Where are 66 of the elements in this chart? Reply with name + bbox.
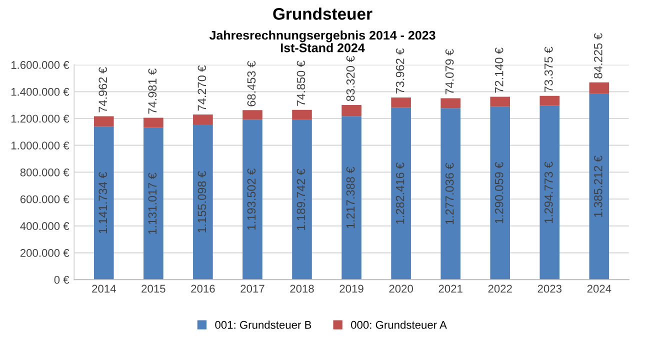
bar xyxy=(589,82,610,94)
data-label: 74.850 € xyxy=(296,60,306,106)
bar xyxy=(342,104,362,116)
bar xyxy=(589,94,610,280)
y-tick-label: 800.000 € xyxy=(20,168,70,176)
data-label: 74.079 € xyxy=(445,49,454,94)
x-tick-label: 2021 xyxy=(438,284,462,293)
y-tick-label: 0 € xyxy=(54,276,70,284)
x-tick-label: 2022 xyxy=(488,284,512,293)
data-label: 83.320 € xyxy=(346,56,355,102)
data-label: 84.225 € xyxy=(594,33,602,78)
y-tick-label: 1.400.000 € xyxy=(11,88,70,96)
data-label: 1.193.502 € xyxy=(247,168,256,230)
x-tick-label: 2016 xyxy=(191,284,215,293)
y-tick-label: 200.000 € xyxy=(20,249,70,257)
bar xyxy=(193,124,213,280)
x-tick-label: 2019 xyxy=(340,284,364,293)
data-label: 1.189.742 € xyxy=(296,168,306,230)
data-label: 1.155.098 € xyxy=(198,171,206,232)
bar xyxy=(94,116,114,126)
bar xyxy=(292,120,312,280)
x-tick-label: 2018 xyxy=(290,284,314,293)
data-label: 1.277.036 € xyxy=(445,162,454,224)
y-tick-label: 1.200.000 € xyxy=(11,114,70,123)
x-tick-label: 2024 xyxy=(587,284,612,293)
y-tick-label: 400.000 € xyxy=(20,222,70,230)
data-label: 72.140 € xyxy=(494,48,504,93)
bar xyxy=(342,116,362,280)
x-tick-label: 2014 xyxy=(92,284,116,293)
y-tick-label: 600.000 € xyxy=(20,195,70,204)
bar xyxy=(144,118,164,128)
bar xyxy=(490,106,510,280)
data-label: 74.270 € xyxy=(198,65,206,111)
bar xyxy=(540,106,560,280)
data-label: 1.131.017 € xyxy=(148,172,157,234)
bar xyxy=(242,110,262,120)
bar xyxy=(94,126,114,280)
bar xyxy=(490,96,510,106)
bar xyxy=(440,98,460,108)
y-tick-label: 1.000.000 € xyxy=(11,142,70,150)
data-label: 1.385.212 € xyxy=(594,156,602,217)
data-label: 1.282.416 € xyxy=(396,162,404,224)
bar xyxy=(540,96,560,106)
bar xyxy=(292,110,312,120)
x-tick-label: 2023 xyxy=(538,284,562,293)
data-label: 68.453 € xyxy=(247,61,256,106)
chart-title: Grundsteuer xyxy=(273,8,372,20)
data-label: 1.141.734 € xyxy=(98,172,108,234)
legend-label: 001: Grundsteuer B xyxy=(215,320,312,329)
data-label: 1.217.388 € xyxy=(346,166,355,228)
legend-label: 000: Grundsteuer A xyxy=(351,320,447,329)
x-tick-label: 2015 xyxy=(142,284,166,293)
data-label: 73.375 € xyxy=(544,46,553,92)
bar xyxy=(440,108,460,280)
data-label: 1.290.059 € xyxy=(494,162,504,224)
data-label: 74.981 € xyxy=(148,68,157,114)
y-tick-label: 1.600.000 € xyxy=(11,61,70,69)
bar xyxy=(391,107,411,280)
bar xyxy=(144,128,164,280)
bar xyxy=(242,119,262,280)
bar xyxy=(193,114,213,125)
x-tick-label: 2020 xyxy=(389,284,413,293)
bar xyxy=(391,98,411,108)
data-label: 74.962 € xyxy=(98,67,108,112)
data-label: 1.294.773 € xyxy=(544,162,553,223)
x-tick-label: 2017 xyxy=(240,284,264,293)
